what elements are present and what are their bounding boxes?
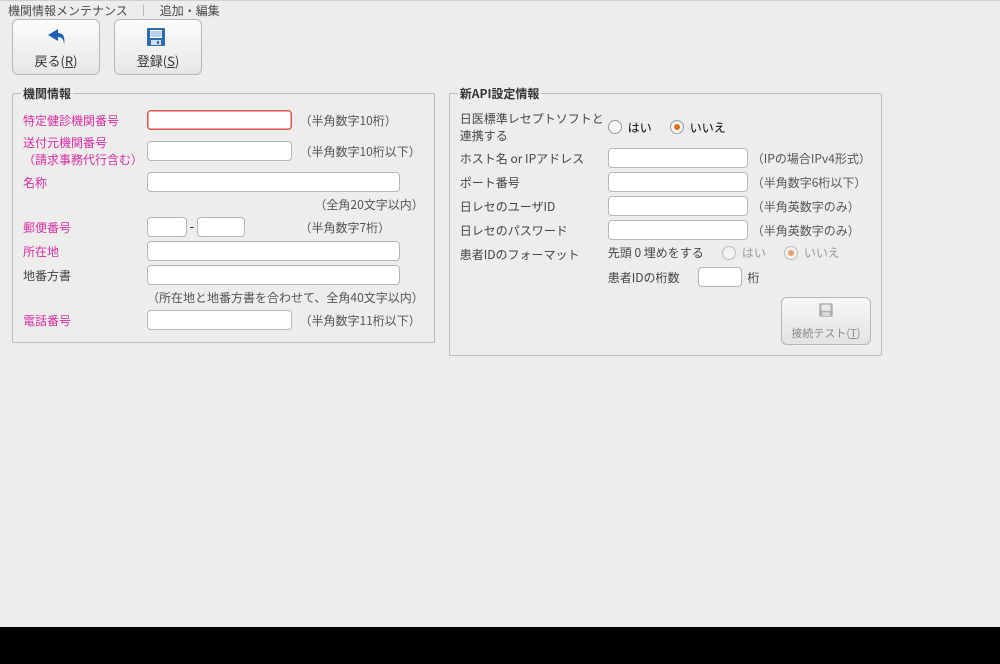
sender-no-label1: 送付元機関番号 (23, 134, 143, 151)
zero-no-label: いいえ (804, 244, 840, 261)
address-label: 所在地 (23, 243, 59, 260)
org-info-form: 特定健診機関番号 （半角数字10桁） 送付元機関番号 （請求事務代行含む） （半… (21, 108, 426, 332)
titlebar: 機関情報メンテナンス ｜ 追加・編集 (0, 1, 1000, 19)
user-label: 日レセのユーザID (460, 198, 556, 215)
name-label: 名称 (23, 174, 47, 191)
digits-input[interactable] (698, 267, 742, 287)
api-form: 日医標準レセプトソフトと 連携する はい いいえ ホスト (458, 108, 873, 289)
org-no-label: 特定健診機関番号 (23, 112, 119, 129)
back-label: 戻る(R) (34, 51, 77, 70)
zip-right-input[interactable] (197, 217, 245, 237)
zip-label: 郵便番号 (23, 219, 71, 236)
org-info-legend: 機関情報 (21, 85, 73, 102)
title-separator: ｜ (138, 2, 150, 19)
digits-label: 患者IDの桁数 (608, 269, 680, 286)
tel-hint: （半角数字11桁以下） (299, 312, 420, 329)
link-no-radio[interactable] (670, 120, 684, 134)
back-icon (42, 25, 70, 49)
user-hint: （半角英数字のみ） (752, 198, 860, 215)
addr2-input[interactable] (147, 265, 400, 285)
sender-no-label2: （請求事務代行含む） (23, 151, 143, 168)
title-main: 機関情報メンテナンス (8, 2, 128, 19)
back-button[interactable]: 戻る(R) (12, 19, 100, 75)
addr2-label: 地番方書 (23, 267, 71, 284)
zip-left-input[interactable] (147, 217, 187, 237)
register-label: 登録(S) (137, 51, 180, 70)
panels: 機関情報 特定健診機関番号 （半角数字10桁） 送付元機関番号 （請求事務代行含… (0, 81, 1000, 360)
link-yes-radio[interactable] (608, 120, 622, 134)
save-icon (144, 25, 172, 49)
org-info-panel: 機関情報 特定健診機関番号 （半角数字10桁） 送付元機関番号 （請求事務代行含… (12, 85, 435, 343)
link-label2: 連携する (460, 127, 604, 144)
host-input[interactable] (608, 148, 748, 168)
org-no-input[interactable] (147, 110, 292, 130)
register-button[interactable]: 登録(S) (114, 19, 202, 75)
host-hint: （IPの場合IPv4形式） (752, 150, 871, 167)
port-hint: （半角数字6桁以下） (752, 174, 867, 191)
link-yes-label: はい (628, 119, 652, 136)
name-input[interactable] (147, 172, 400, 192)
zero-no-radio[interactable] (784, 246, 798, 260)
title-sub: 追加・編集 (160, 2, 220, 19)
sender-no-input[interactable] (147, 141, 292, 161)
connection-test-label: 接続テスト(T) (791, 325, 860, 341)
save-icon (816, 301, 836, 323)
link-no-label: いいえ (690, 119, 726, 136)
tel-label: 電話番号 (23, 312, 71, 329)
user-input[interactable] (608, 196, 748, 216)
port-label: ポート番号 (460, 174, 520, 191)
toolbar: 戻る(R) 登録(S) (0, 19, 1000, 81)
zero-yes-label: はい (742, 244, 766, 261)
addr2-hint: （所在地と地番方書を合わせて、全角40文字以内） (147, 289, 424, 306)
connection-test-button[interactable]: 接続テスト(T) (781, 297, 871, 345)
tel-input[interactable] (147, 310, 292, 330)
pass-hint: （半角英数字のみ） (752, 222, 860, 239)
name-hint: （全角20文字以内） (314, 196, 423, 213)
pass-input[interactable] (608, 220, 748, 240)
digits-unit: 桁 (748, 269, 760, 286)
zero-pad-label: 先頭 0 埋めをする (608, 244, 704, 261)
org-no-hint: （半角数字10桁） (299, 112, 396, 129)
link-label1: 日医標準レセプトソフトと (460, 110, 604, 127)
zip-sep: - (190, 218, 194, 235)
app-window: 機関情報メンテナンス ｜ 追加・編集 戻る(R) (0, 0, 1000, 627)
zip-hint: （半角数字7桁） (299, 219, 390, 236)
address-input[interactable] (147, 241, 400, 261)
api-legend: 新API設定情報 (458, 85, 542, 102)
port-input[interactable] (608, 172, 748, 192)
host-label: ホスト名 or IPアドレス (460, 150, 584, 167)
api-panel: 新API設定情報 日医標準レセプトソフトと 連携する はい いいえ (449, 85, 882, 356)
fmt-label: 患者IDのフォーマット (460, 246, 580, 263)
zero-yes-radio[interactable] (722, 246, 736, 260)
pass-label: 日レセのパスワード (460, 222, 568, 239)
sender-no-hint: （半角数字10桁以下） (299, 143, 420, 160)
